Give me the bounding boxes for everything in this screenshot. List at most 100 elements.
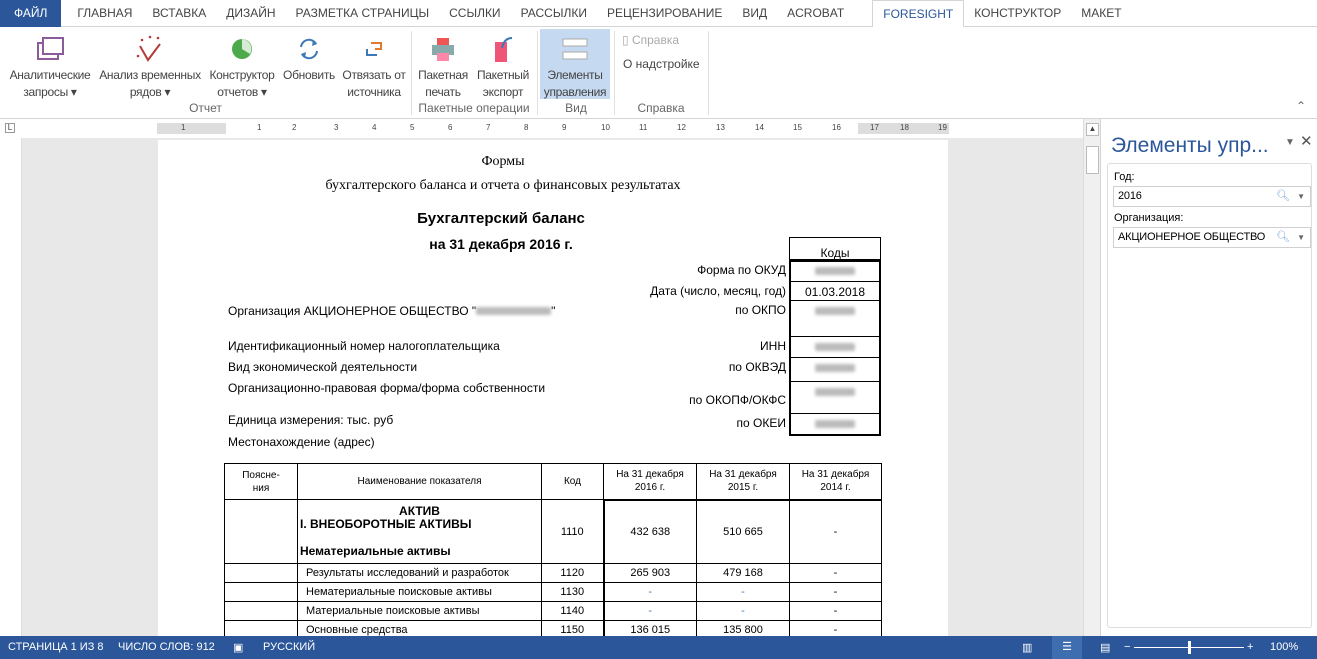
about-button[interactable]: О надстройке [623, 57, 700, 71]
tab-5[interactable]: ССЫЛКИ [449, 6, 501, 20]
unbind-icon [339, 31, 409, 67]
time-series-icon [96, 31, 204, 67]
code-value [789, 381, 881, 413]
tab-2[interactable]: ВСТАВКА [152, 6, 207, 20]
search-icon[interactable]: 🔍︎ [1276, 231, 1290, 243]
read-mode-icon[interactable]: ▥ [1022, 642, 1033, 654]
code-value: 01.03.2018 [789, 281, 881, 300]
ruler-label: 17 [870, 123, 879, 132]
tab-0[interactable]: ФАЙЛ [0, 0, 62, 27]
chevron-down-icon[interactable]: ▼ [1297, 192, 1305, 201]
tab-selector[interactable]: L [5, 123, 15, 133]
collapse-ribbon-icon[interactable]: ⌃ [1296, 99, 1307, 113]
tab-9[interactable]: ACROBAT [787, 6, 845, 20]
table-row: АКТИВ I. ВНЕОБОРОТНЫЕ АКТИВЫ Нематериальны… [224, 498, 882, 564]
close-icon[interactable]: ✕ [1300, 133, 1313, 150]
balance-heading: Бухгалтерский баланс [417, 210, 585, 227]
word-count[interactable]: ЧИСЛО СЛОВ: 912 [118, 641, 215, 653]
column-header: Код [541, 463, 604, 500]
page-count[interactable]: СТРАНИЦА 1 ИЗ 8 [8, 641, 104, 653]
value-cell: 432 638 [602, 498, 697, 564]
proofing-icon[interactable]: ▣ [233, 642, 244, 654]
help-button[interactable]: ▯ Справка [622, 33, 680, 47]
note-cell [224, 620, 298, 636]
search-icon[interactable]: 🔍︎ [1276, 190, 1290, 202]
group-label-view: Вид [565, 101, 587, 115]
tab-1[interactable]: ГЛАВНАЯ [77, 6, 133, 20]
analytic-label: Аналитические [9, 68, 91, 82]
ruler-label: 14 [755, 123, 764, 132]
ruler-label: 7 [486, 123, 491, 132]
value-cell: - [789, 498, 882, 564]
value-cell: 136 015 [602, 620, 697, 636]
document-page[interactable]: Формы бухгалтерского баланса и отчета о … [158, 140, 948, 636]
chevron-down-icon[interactable]: ▼ [1297, 233, 1305, 242]
tab-10[interactable]: FORESIGHT [872, 0, 965, 28]
horizontal-ruler[interactable]: L 1 1 2 3 4 5 6 7 8 9 10 11 12 13 14 15 16 17 18 19 [0, 119, 1083, 138]
ruler-label: 19 [938, 123, 947, 132]
redacted-code [815, 267, 855, 275]
year-combobox[interactable]: 2016 🔍︎ ▼ [1113, 186, 1311, 207]
code-value [789, 413, 881, 436]
tab-7[interactable]: РЕЦЕНЗИРОВАНИЕ [606, 6, 723, 20]
code-cell: 1130 [541, 582, 604, 602]
code-cell: 1110 [541, 499, 604, 564]
ruler-label: 16 [832, 123, 841, 132]
section-title: АКТИВ I. ВНЕОБОРОТНЫЕ АКТИВЫ Нематериальны… [297, 499, 542, 564]
table-header-row: Поясне- ния Наименование показателя Код На … [224, 463, 882, 500]
code-label: Форма по ОКУД [697, 263, 786, 277]
unit-label: Единица измерения: тыс. руб [228, 413, 394, 427]
zoom-slider-thumb[interactable] [1188, 641, 1191, 654]
vertical-scrollbar[interactable]: ▲ [1083, 119, 1100, 636]
balance-date: на 31 декабря 2016 г. [429, 236, 573, 252]
tab-11[interactable]: КОНСТРУКТОР [974, 6, 1062, 20]
zoom-out-icon[interactable]: − [1124, 641, 1131, 653]
redacted-code [815, 420, 855, 428]
controls-button[interactable]: Элементы управления [540, 29, 610, 99]
tab-4[interactable]: РАЗМЕТКА СТРАНИЦЫ [295, 6, 430, 20]
table-row: Материальные поисковые активы 1140- - - [224, 601, 882, 621]
scroll-thumb[interactable] [1086, 146, 1099, 174]
tab-6[interactable]: РАССЫЛКИ [520, 6, 587, 20]
value-cell: - [696, 582, 790, 602]
pane-options-icon[interactable]: ▼ [1285, 137, 1295, 148]
tab-3[interactable]: ДИЗАЙН [226, 6, 276, 20]
report-constructor-button[interactable]: Конструктор отчетов ▾ [205, 31, 279, 101]
ruler-label: 2 [292, 123, 297, 132]
vertical-ruler[interactable] [0, 138, 22, 636]
redacted-org-name [476, 307, 552, 315]
zoom-level[interactable]: 100% [1270, 641, 1299, 653]
group-label-report: Отчет [189, 101, 222, 115]
controls-task-pane: Элементы упр... ▼ ✕ Год: 2016 🔍︎ ▼ Организ… [1100, 119, 1317, 636]
code-cell: 1150 [541, 620, 604, 636]
language[interactable]: РУССКИЙ [263, 641, 316, 653]
column-header: Поясне- ния [224, 463, 298, 500]
codes-header: Коды [789, 237, 881, 260]
ruler-label: 1 [257, 123, 262, 132]
ruler-label: 1 [181, 123, 186, 132]
indicator-name: Результаты исследований и разработок [297, 563, 542, 583]
note-cell [224, 563, 298, 583]
organization-combobox[interactable]: АКЦИОНЕРНОЕ ОБЩЕСТВО 🔍︎ ▼ [1113, 227, 1311, 248]
batch-export-button[interactable]: Пакетный экспорт [473, 31, 533, 101]
note-cell [224, 499, 298, 564]
time-series-button[interactable]: Анализ временных рядов ▾ [96, 31, 204, 101]
table-row: Результаты исследований и разработок 1120… [224, 563, 882, 583]
print-layout-icon[interactable]: ☰ [1052, 636, 1082, 659]
value-cell: - [789, 563, 882, 583]
zoom-in-icon[interactable]: + [1247, 641, 1254, 653]
redacted-code [815, 307, 855, 315]
tab-12[interactable]: МАКЕТ [1081, 6, 1122, 20]
inn-label: Идентификационный номер налогоплательщик… [228, 339, 500, 353]
activity-label: Вид экономической деятельности [228, 360, 418, 374]
export-icon [473, 31, 533, 67]
batch-print-button[interactable]: Пакетная печать [415, 31, 471, 101]
analytic-queries-button[interactable]: Аналитические запросы ▾ [6, 31, 94, 101]
value-cell: 135 800 [696, 620, 790, 636]
note-cell [224, 601, 298, 621]
unbind-source-button[interactable]: Отвязать от источника [339, 31, 409, 101]
refresh-button[interactable]: Обновить [281, 31, 337, 84]
scroll-up-icon[interactable]: ▲ [1086, 123, 1099, 136]
web-layout-icon[interactable]: ▤ [1100, 642, 1111, 654]
tab-8[interactable]: ВИД [742, 6, 768, 20]
